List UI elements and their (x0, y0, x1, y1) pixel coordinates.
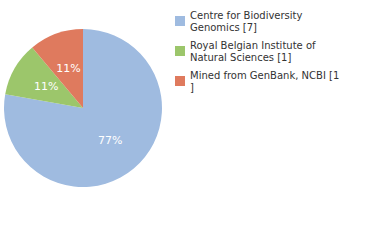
svg-text:Genomics [7]: Genomics [7] (190, 22, 257, 33)
svg-text:Natural Sciences [1]: Natural Sciences [1] (190, 52, 291, 63)
svg-text:Royal Belgian Institute of: Royal Belgian Institute of (190, 40, 319, 51)
svg-text:11%: 11% (34, 80, 58, 93)
svg-text:77%: 77% (98, 134, 122, 147)
svg-text:]: ] (190, 82, 194, 93)
svg-text:Mined from GenBank, NCBI [1: Mined from GenBank, NCBI [1 (190, 70, 339, 81)
svg-text:11%: 11% (56, 62, 80, 75)
svg-text:Centre for Biodiversity: Centre for Biodiversity (190, 10, 306, 21)
